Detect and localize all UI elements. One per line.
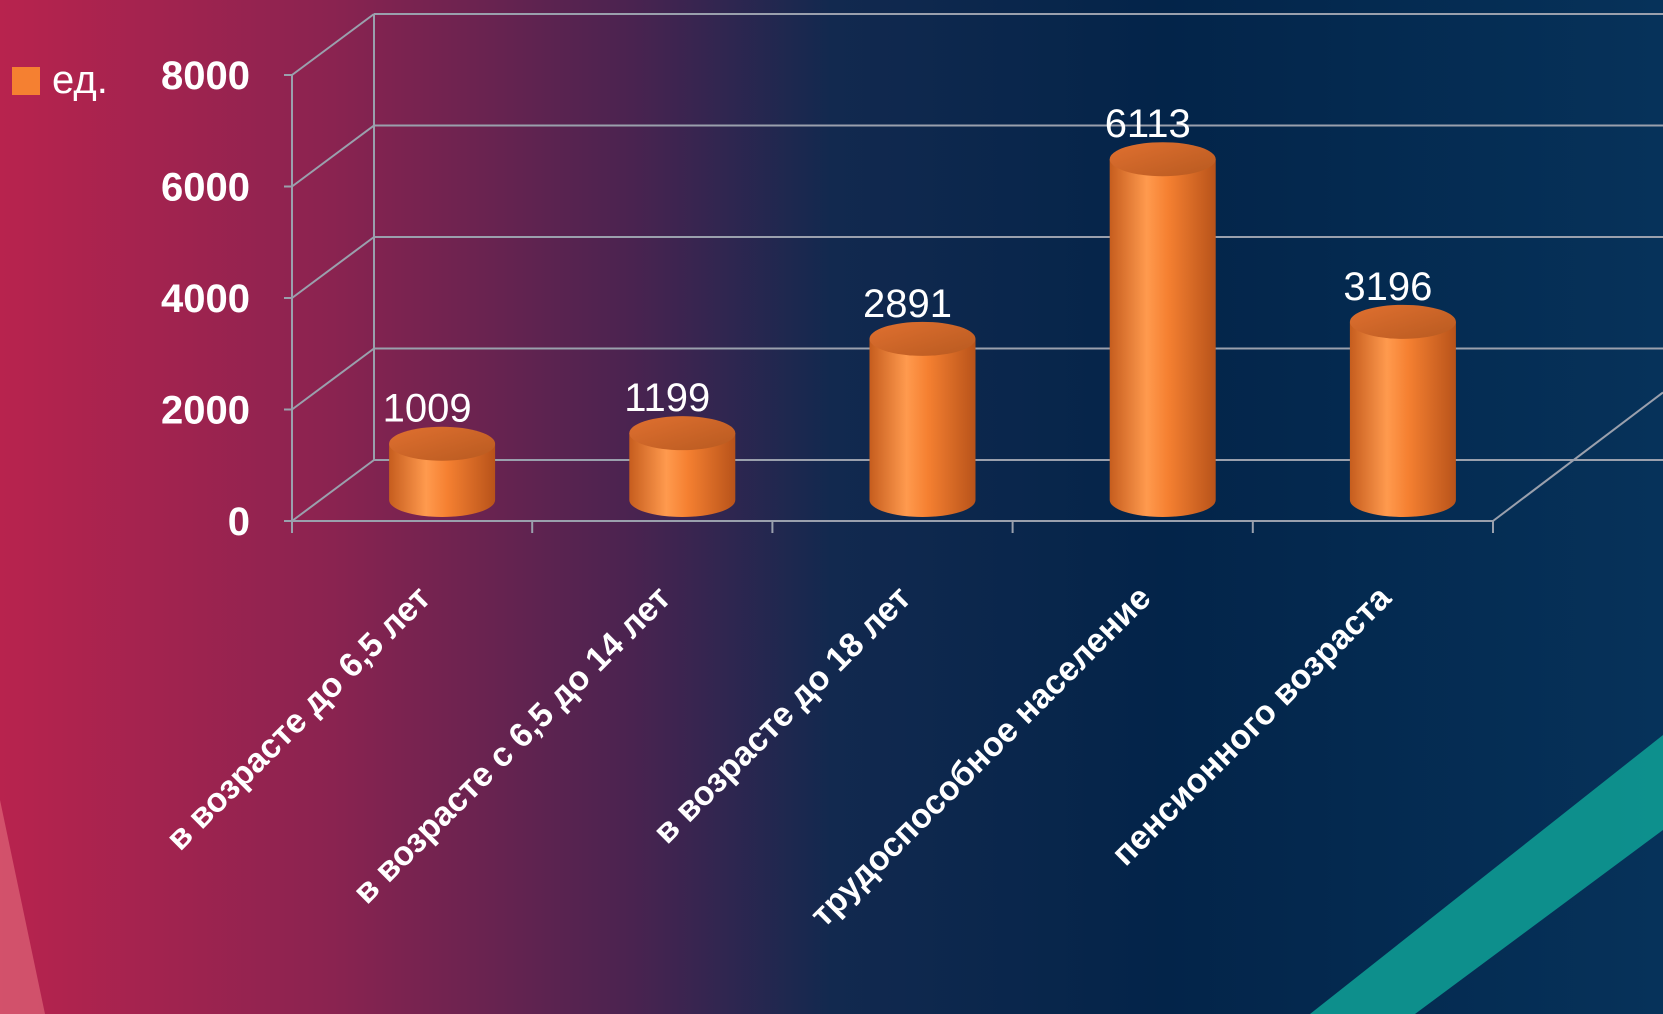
gridline-side [291,459,375,522]
bar-body [1109,159,1216,517]
bar-body [389,443,496,517]
y-tick-label: 4000 [161,277,250,321]
decorative-pink-band [0,800,45,1014]
bar [1109,142,1216,517]
legend: ед. [12,58,108,103]
y-tick-label: 6000 [161,166,250,210]
category-label: в возрасте до 18 лет [646,579,918,851]
data-label: 6113 [1105,102,1191,146]
data-label: 2891 [863,282,952,326]
floor-edge-right [1492,391,1663,522]
bar-body [629,433,736,517]
y-tick-label: 0 [228,500,250,544]
decorative-teal-band [1310,735,1663,1014]
data-label: 1199 [624,376,710,420]
bar-top [869,321,976,356]
data-label: 3196 [1343,265,1432,309]
legend-swatch [12,66,40,95]
category-label: пенсионного возраста [1104,578,1399,873]
data-label: 1009 [383,387,472,431]
gridline-side [291,13,375,76]
bar [629,416,736,517]
category-label: в возрасте до 6,5 лет [159,579,438,858]
bar-body [1349,321,1456,517]
bar-top [629,416,736,451]
bar [1349,304,1456,517]
gridline-side [291,124,375,188]
bar [389,426,496,517]
bar [869,321,976,517]
gridline-side [291,347,375,411]
bar-body [869,338,976,517]
bar-top [1109,142,1216,177]
legend-label: ед. [52,58,108,102]
bar-top [389,426,496,461]
y-tick-label: 2000 [161,389,250,433]
bar-top [1349,304,1456,339]
gridline-side [291,236,375,299]
y-tick-label: 8000 [161,54,250,98]
